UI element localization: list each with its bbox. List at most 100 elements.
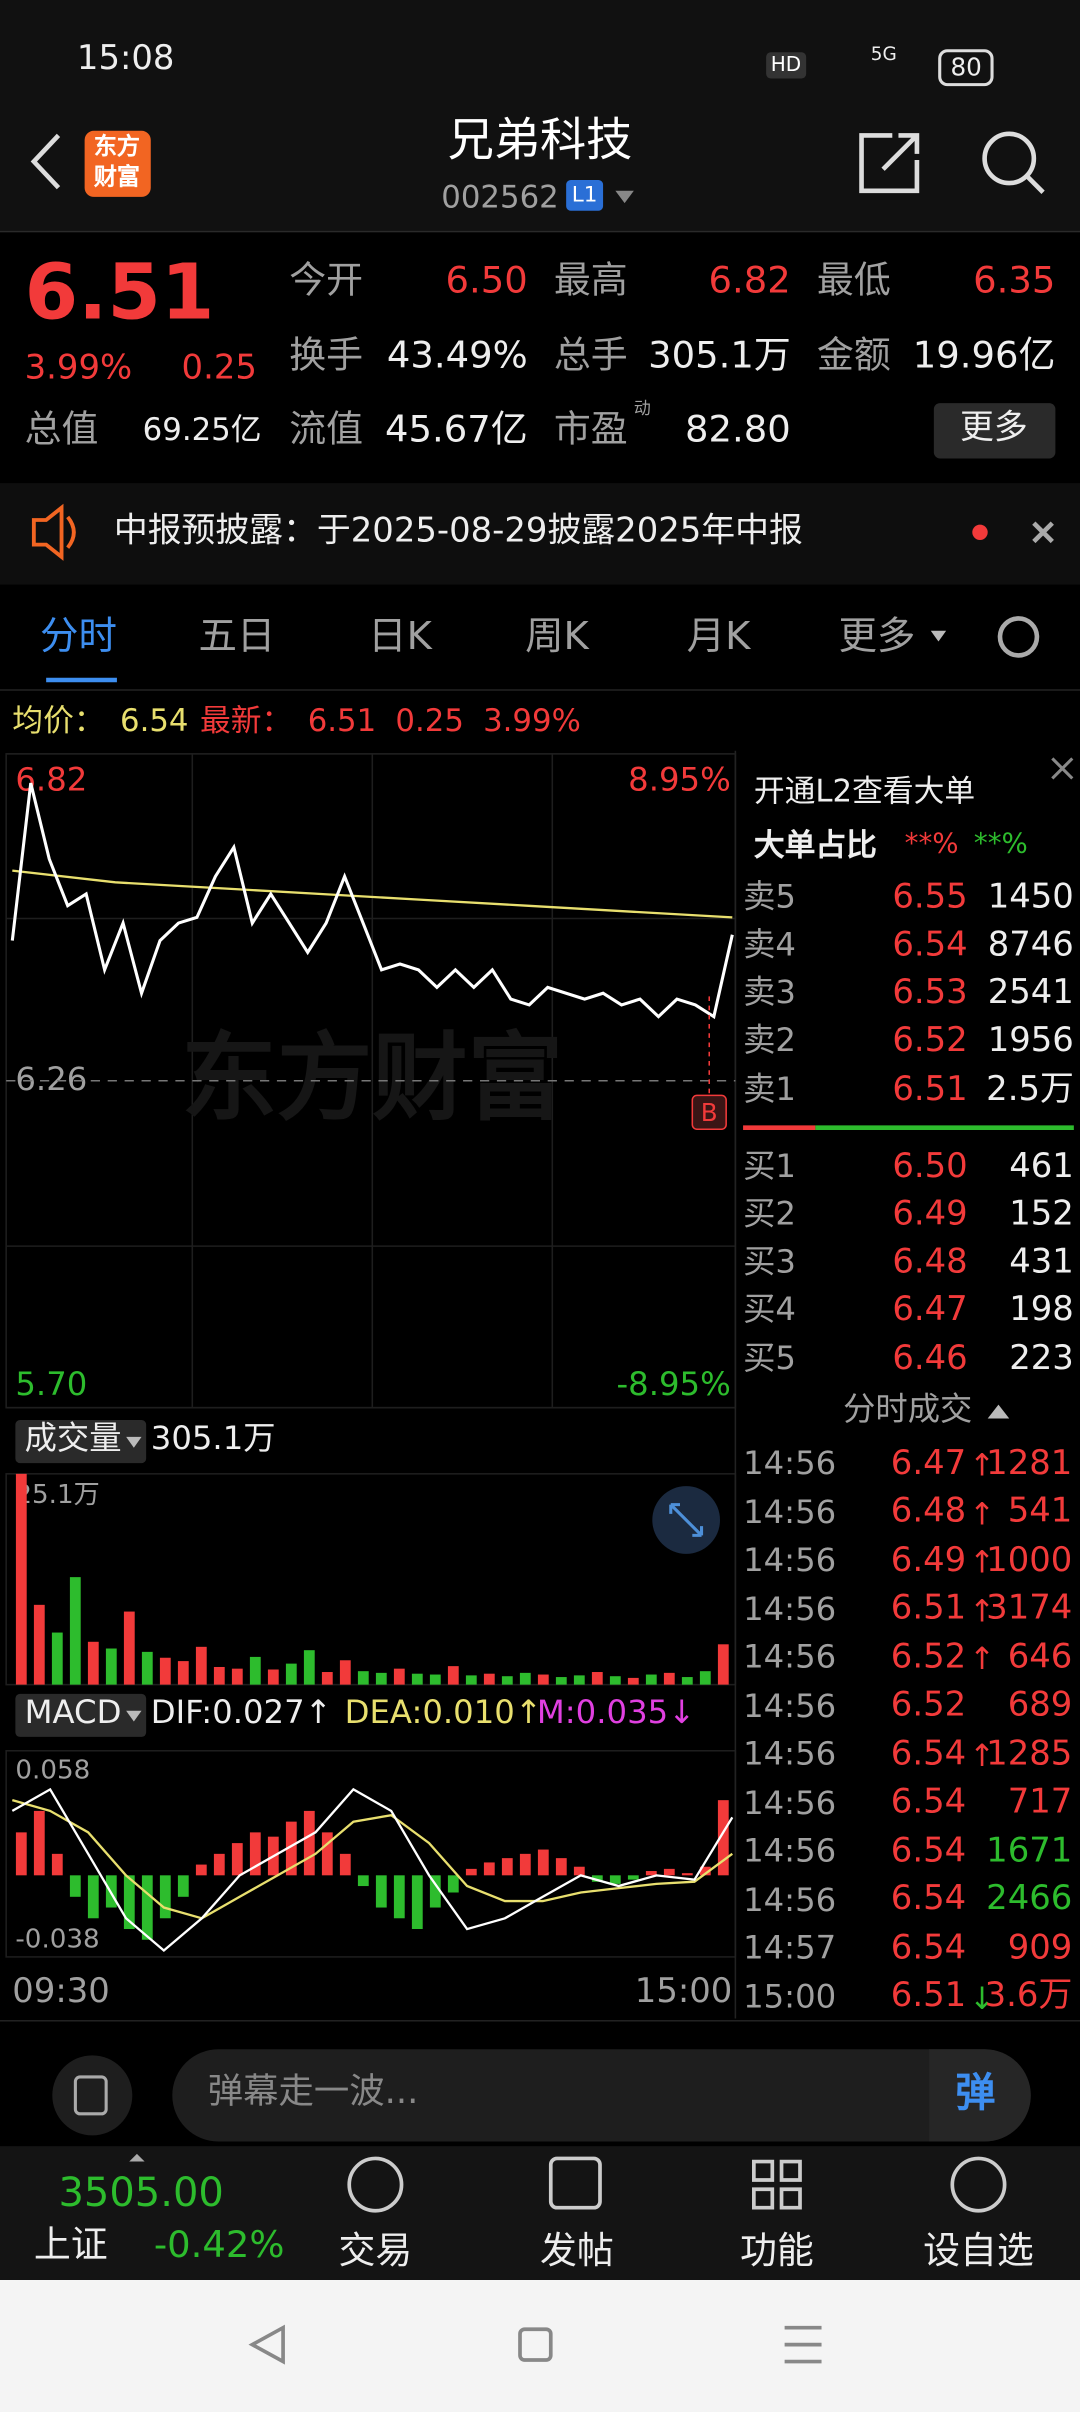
trade-time: 14:56 [743, 1493, 837, 1531]
volume-bar [645, 1674, 657, 1685]
bottom-nav-bg [0, 2146, 1080, 2281]
index-change: -0.42% [153, 2222, 285, 2266]
volume-label: 成交量 [24, 1420, 122, 1458]
volume-bar [105, 1648, 117, 1685]
sys-home[interactable] [518, 2327, 553, 2362]
comment-input[interactable] [172, 2049, 1031, 2142]
stat-value: 45.67亿 [385, 407, 528, 451]
watermark: 东方财富 [182, 1023, 564, 1134]
stat-value: 6.50 [445, 258, 528, 302]
sys-back[interactable] [248, 2324, 285, 2365]
book-label: 卖5 [743, 879, 796, 917]
more-button-label: 更多 [959, 409, 1028, 448]
sort-icon [987, 1404, 1010, 1419]
danmu-button[interactable] [929, 2049, 1031, 2142]
macd-selector[interactable] [15, 1693, 147, 1737]
volume-max-label: 25.1万 [15, 1480, 99, 1510]
index-name: 上证 [33, 2222, 108, 2266]
volume-bar [375, 1672, 387, 1685]
trade-price: 6.54 [890, 1880, 967, 1920]
book-volume: 2.5万 [986, 1070, 1074, 1110]
volume-bar [663, 1672, 675, 1685]
expand-icon [669, 1503, 704, 1537]
book-label: 卖1 [743, 1071, 796, 1109]
nav-label: 功能 [740, 2228, 814, 2272]
nav-label: 设自选 [923, 2228, 1034, 2272]
macd-bar [393, 1875, 405, 1919]
stat-label: 流值 [289, 407, 364, 451]
book-price: 6.48 [892, 1242, 968, 1282]
system-nav-bg [0, 2280, 1080, 2412]
buy-marker-box [691, 1094, 727, 1131]
watchlist-icon[interactable] [950, 2156, 1007, 2213]
macd-bar [573, 1866, 585, 1876]
stat-label: 最低 [816, 258, 891, 302]
book-price: 6.47 [892, 1290, 968, 1330]
volume-bar [231, 1668, 243, 1685]
book-volume: 8746 [987, 925, 1074, 965]
macd-bar [627, 1875, 639, 1880]
divider [0, 2020, 1080, 2022]
tab: 更多 [838, 614, 916, 659]
trade-price: 6.54 [890, 1929, 967, 1968]
post-icon[interactable] [548, 2156, 602, 2210]
trade-time: 14:56 [743, 1832, 837, 1870]
stat-label: 换手 [289, 333, 364, 377]
macd-bar [681, 1873, 693, 1876]
volume-bar [447, 1666, 459, 1685]
buy-marker: B [701, 1098, 718, 1127]
trade-icon[interactable] [347, 2156, 404, 2213]
stat-label: 总值 [24, 407, 99, 451]
trade-time: 14:57 [743, 1929, 837, 1967]
search-icon[interactable] [982, 131, 1037, 186]
time-label: 09:30 [12, 1971, 110, 2010]
change: 0.25 [181, 349, 257, 388]
trade-direction: ↓ [969, 1979, 996, 2017]
macd-bar [465, 1868, 477, 1876]
more-button[interactable] [933, 403, 1056, 459]
book-volume: 431 [1009, 1242, 1074, 1282]
macd-bar [195, 1864, 207, 1876]
trade-direction: ↑ [969, 1543, 996, 1581]
tab: 周K [525, 614, 589, 659]
trade-volume: 3.6万 [984, 1977, 1073, 2016]
trade-price: 6.47 [890, 1444, 967, 1483]
book-price: 6.51 [892, 1070, 968, 1110]
share-icon[interactable] [859, 133, 920, 194]
sys-menu[interactable] [784, 2325, 822, 2364]
settings-icon[interactable] [997, 616, 1040, 658]
macd-bar [141, 1875, 153, 1940]
macd-bar [357, 1875, 369, 1887]
latest-label: 最新： [200, 701, 293, 739]
trade-volume: 3174 [986, 1589, 1073, 1629]
macd-bar [33, 1810, 45, 1876]
book-label: 买4 [743, 1291, 796, 1329]
notice-bg [0, 483, 1080, 585]
book-price: 6.55 [892, 878, 968, 917]
macd-tick-label: -0.038 [15, 1925, 99, 1955]
comment-icon-bg[interactable] [52, 2055, 133, 2136]
price-line [10, 782, 734, 1020]
macd-bar [321, 1832, 333, 1876]
back-icon[interactable] [30, 133, 61, 190]
close-notice[interactable] [1032, 521, 1054, 544]
function-icon[interactable] [752, 2159, 802, 2210]
volume-bar [339, 1660, 351, 1685]
trade-time: 14:56 [743, 1736, 837, 1773]
stat-label: 市盈 [553, 407, 628, 451]
stock-code: 002562 [441, 178, 559, 216]
volume-bar [249, 1656, 261, 1685]
trade-direction: ↑ [969, 1494, 996, 1532]
macd-bar [51, 1853, 63, 1876]
change-pct: 3.99% [24, 349, 133, 388]
macd-bar [609, 1875, 621, 1884]
macd-bar [285, 1821, 297, 1876]
close-l2[interactable] [1051, 757, 1074, 780]
macd-bar [519, 1853, 531, 1876]
volume-bar [555, 1677, 567, 1685]
stat-value: 6.82 [708, 258, 791, 302]
expand-index[interactable] [129, 2153, 145, 2162]
volume-selector[interactable] [15, 1420, 147, 1464]
